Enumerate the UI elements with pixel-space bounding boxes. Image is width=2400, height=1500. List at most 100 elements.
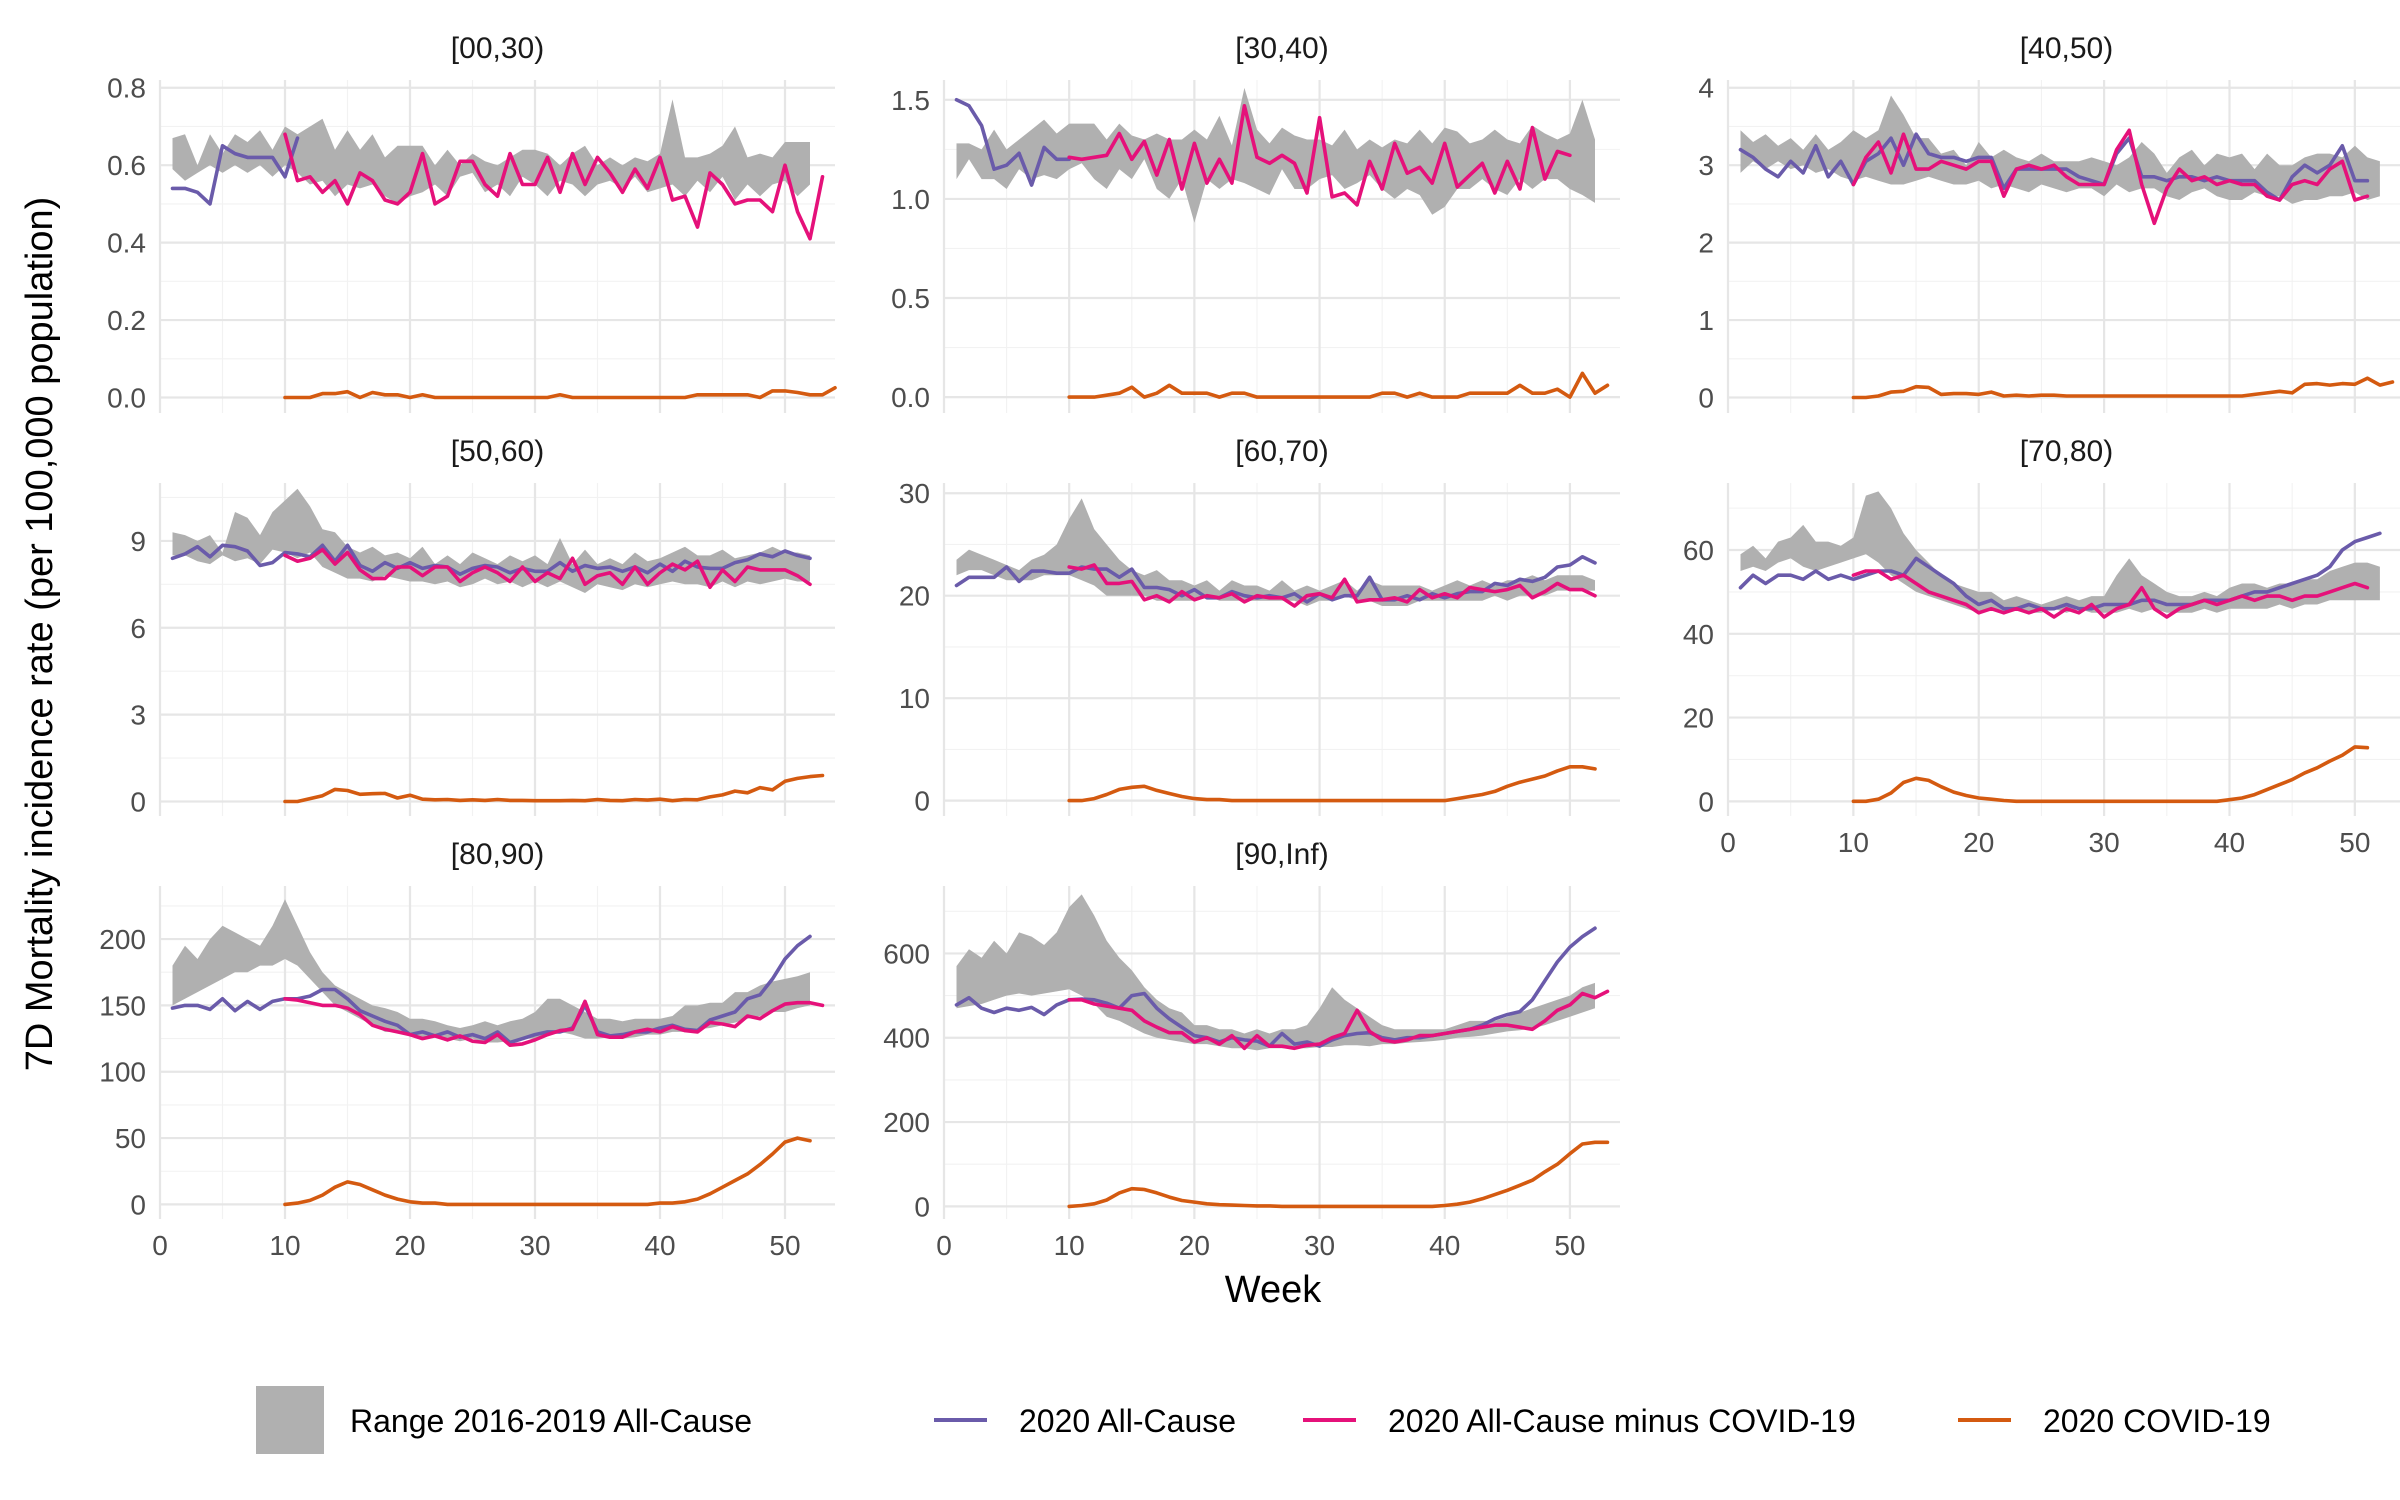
y-tick-label: 1 <box>1698 305 1714 336</box>
y-tick-label: 0.4 <box>107 228 146 259</box>
x-tick-label: 10 <box>1054 1230 1085 1261</box>
series-covid <box>1067 765 1597 803</box>
legend-label-minus: 2020 All-Cause minus COVID-19 <box>1388 1403 1856 1439</box>
panel-6: [70,80) 0 20 40 60 0 10 20 30 40 50 <box>1683 435 2400 858</box>
y-tick-label: 0 <box>914 1191 930 1222</box>
y-tick-label: 10 <box>899 683 930 714</box>
y-tick-label: 0.0 <box>107 383 146 414</box>
x-tick-label: 50 <box>1554 1230 1585 1261</box>
range-band <box>172 899 810 1043</box>
y-tick-label: 2 <box>1698 228 1714 259</box>
y-tick-label: 60 <box>1683 535 1714 566</box>
y-tick-label: 50 <box>115 1123 146 1154</box>
x-tick-label: 0 <box>1720 827 1736 858</box>
series-allcause-minus-covid <box>283 132 825 241</box>
range-band <box>1740 491 2380 613</box>
x-tick-label: 0 <box>936 1230 952 1261</box>
x-tick-label: 50 <box>2339 827 2370 858</box>
series-allcause <box>954 926 1597 1048</box>
panel-title: [50,60) <box>451 435 544 468</box>
x-tick-label: 10 <box>269 1230 300 1261</box>
panel-2: [30,40) 0.0 0.5 1.0 1.5 <box>891 32 1620 413</box>
y-tick-label: 0.0 <box>891 382 930 413</box>
x-tick-label: 40 <box>2214 827 2245 858</box>
y-axis-title: 7D Mortality incidence rate (per 100,000… <box>19 197 61 1072</box>
series-allcause <box>954 98 1071 187</box>
y-tick-label: 0 <box>130 787 146 818</box>
y-tick-label: 200 <box>99 924 146 955</box>
series-allcause-minus-covid <box>1067 563 1597 608</box>
range-band <box>956 894 1595 1051</box>
legend-label-covid: 2020 COVID-19 <box>2043 1403 2271 1439</box>
x-axis-title: Week <box>1225 1269 1322 1311</box>
series-covid <box>283 1136 812 1207</box>
y-tick-label: 6 <box>130 613 146 644</box>
x-tick-label: 0 <box>152 1230 168 1261</box>
series-allcause <box>170 543 812 576</box>
y-tick-label: 20 <box>899 581 930 612</box>
y-tick-label: 0 <box>1698 786 1714 817</box>
series-allcause-minus-covid <box>1851 569 2370 619</box>
series-allcause-minus-covid <box>1067 104 1572 207</box>
x-tick-label: 20 <box>394 1230 425 1261</box>
y-tick-label: 200 <box>883 1107 930 1138</box>
x-tick-label: 50 <box>769 1230 800 1261</box>
series-allcause <box>170 136 300 206</box>
range-band <box>1740 95 2380 204</box>
panel-1: [00,30) 0.0 0.2 0.4 0.6 0.8 <box>107 32 837 414</box>
x-tick-label: 20 <box>1179 1230 1210 1261</box>
x-tick-label: 40 <box>644 1230 675 1261</box>
y-tick-label: 30 <box>899 478 930 509</box>
y-tick-label: 600 <box>883 938 930 969</box>
y-tick-label: 0 <box>914 786 930 817</box>
panel-5: [60,70) 0 10 20 30 <box>899 435 1620 817</box>
y-tick-label: 0.2 <box>107 305 146 336</box>
x-tick-label: 30 <box>2089 827 2120 858</box>
panel-title: [40,50) <box>2020 32 2113 65</box>
y-tick-label: 20 <box>1683 703 1714 734</box>
series-covid <box>283 773 825 804</box>
y-tick-label: 1.5 <box>891 85 930 116</box>
panel-3: [40,50) 0 1 2 3 4 <box>1698 32 2400 414</box>
series-covid <box>283 386 837 400</box>
y-tick-label: 0.8 <box>107 73 146 104</box>
y-tick-label: 100 <box>99 1057 146 1088</box>
y-tick-label: 3 <box>1698 150 1714 181</box>
series-covid <box>1851 376 2395 400</box>
y-tick-label: 4 <box>1698 73 1714 104</box>
panel-title: [80,90) <box>451 838 544 871</box>
range-band <box>172 488 810 593</box>
legend: Range 2016-2019 All-Cause 2020 All-Cause… <box>256 1386 2271 1454</box>
panel-title: [60,70) <box>1235 435 1328 468</box>
panel-7: [80,90) 0 50 100 150 200 0 10 20 30 40 50 <box>99 838 835 1261</box>
panel-8: [90,Inf) 0 200 400 600 0 10 20 30 40 50 <box>883 838 1620 1261</box>
x-tick-label: 20 <box>1963 827 1994 858</box>
legend-label-allcause: 2020 All-Cause <box>1019 1403 1236 1439</box>
panel-title: [00,30) <box>451 32 544 65</box>
y-tick-label: 9 <box>130 526 146 557</box>
panel-title: [70,80) <box>2020 435 2113 468</box>
series-covid <box>1851 745 2370 804</box>
series-covid <box>1067 371 1610 399</box>
x-tick-label: 10 <box>1838 827 1869 858</box>
series-covid <box>1067 1140 1610 1209</box>
panels: [00,30) 0.0 0.2 0.4 0.6 0.8 [30,40) 0.0 0.5 1.0 1.… <box>99 32 2400 1261</box>
x-tick-label: 30 <box>1304 1230 1335 1261</box>
x-tick-label: 30 <box>519 1230 550 1261</box>
y-tick-label: 0 <box>130 1189 146 1220</box>
panel-title: [30,40) <box>1235 32 1328 65</box>
y-tick-label: 3 <box>130 700 146 731</box>
y-tick-label: 40 <box>1683 619 1714 650</box>
series-allcause <box>1738 531 2382 611</box>
series-allcause-minus-covid <box>283 997 825 1047</box>
x-tick-label: 40 <box>1429 1230 1460 1261</box>
y-tick-label: 150 <box>99 990 146 1021</box>
panel-4: [50,60) 0 3 6 9 <box>130 435 835 818</box>
series-allcause-minus-covid <box>283 547 812 589</box>
y-tick-label: 400 <box>883 1023 930 1054</box>
legend-key-range <box>256 1386 324 1454</box>
y-tick-label: 1.0 <box>891 184 930 215</box>
y-tick-label: 0.6 <box>107 150 146 181</box>
series-allcause <box>1738 132 2370 202</box>
